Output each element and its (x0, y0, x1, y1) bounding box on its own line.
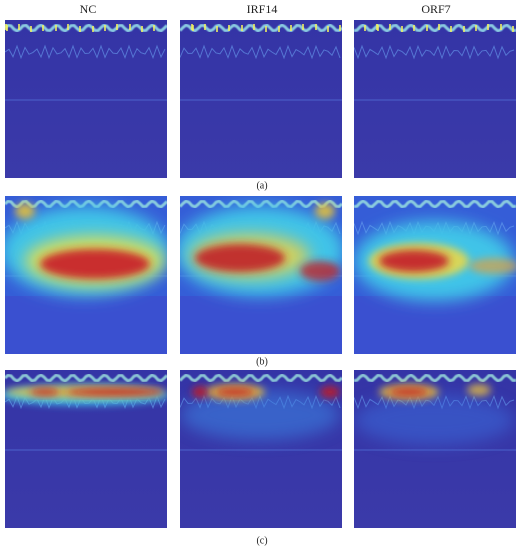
speck (116, 24, 118, 30)
speck (6, 25, 8, 31)
image-panel (180, 196, 342, 354)
speck (290, 25, 292, 31)
speck (30, 26, 32, 32)
heat-blob (315, 203, 335, 219)
speck (500, 24, 502, 30)
texture (354, 44, 515, 60)
heat-blob (469, 258, 516, 274)
speck (401, 26, 403, 32)
panel-background (354, 20, 516, 178)
heat-blob (467, 384, 491, 396)
speck (18, 24, 20, 30)
speck (141, 26, 143, 32)
speck (438, 24, 440, 30)
speck (67, 24, 69, 30)
image-panel (180, 370, 342, 528)
heat-blob (320, 386, 340, 398)
speck (129, 24, 131, 30)
heat-blob (215, 388, 255, 396)
heat-blob (300, 261, 340, 281)
speck (204, 24, 206, 30)
speck (216, 26, 218, 32)
heat-blob (379, 250, 449, 272)
image-panel (5, 196, 167, 354)
texture (180, 44, 341, 60)
column-title: ORF7 (421, 2, 450, 16)
column-title: IRF14 (247, 2, 278, 16)
speck (302, 24, 304, 30)
heat-blob (180, 390, 340, 440)
image-panel (354, 370, 516, 528)
speck (92, 26, 94, 32)
image-panel (5, 370, 167, 528)
heat-blob (30, 388, 60, 396)
texture (354, 373, 516, 383)
speck (413, 25, 415, 31)
speck (512, 26, 514, 32)
speck (327, 26, 329, 32)
speck (104, 25, 106, 31)
heat-blob (40, 249, 150, 279)
panel-background (5, 20, 167, 178)
speck (241, 25, 243, 31)
speck (79, 26, 81, 32)
speck (377, 25, 379, 31)
heat-blob (192, 386, 208, 398)
texture (180, 373, 342, 383)
panel-background (180, 20, 342, 178)
panel-label: (c) (256, 535, 267, 546)
speck (339, 25, 341, 31)
speck (315, 24, 317, 30)
panel-label: (b) (256, 356, 268, 367)
image-panel (180, 20, 342, 178)
heat-blob (354, 395, 514, 445)
speck (389, 24, 391, 30)
image-panel (354, 196, 516, 354)
texture (354, 199, 516, 209)
heat-blob (195, 244, 285, 272)
speck (426, 25, 428, 31)
image-panel (354, 20, 516, 178)
speck (192, 25, 194, 31)
speck (450, 26, 452, 32)
texture (5, 373, 167, 383)
speck (153, 25, 155, 31)
speck (42, 25, 44, 31)
speck (228, 25, 230, 31)
speck (253, 24, 255, 30)
texture (180, 199, 342, 209)
image-panel (5, 20, 167, 178)
speck (475, 25, 477, 31)
speck (278, 26, 280, 32)
column-title: NC (80, 2, 97, 16)
heat-blob (65, 388, 165, 396)
speck (487, 24, 489, 30)
panel-label: (a) (256, 180, 267, 191)
speck (55, 25, 57, 31)
heat-blob (15, 203, 35, 219)
speck (463, 26, 465, 32)
speck (265, 26, 267, 32)
heat-blob (389, 388, 429, 396)
texture (5, 44, 166, 60)
speck (364, 25, 366, 31)
